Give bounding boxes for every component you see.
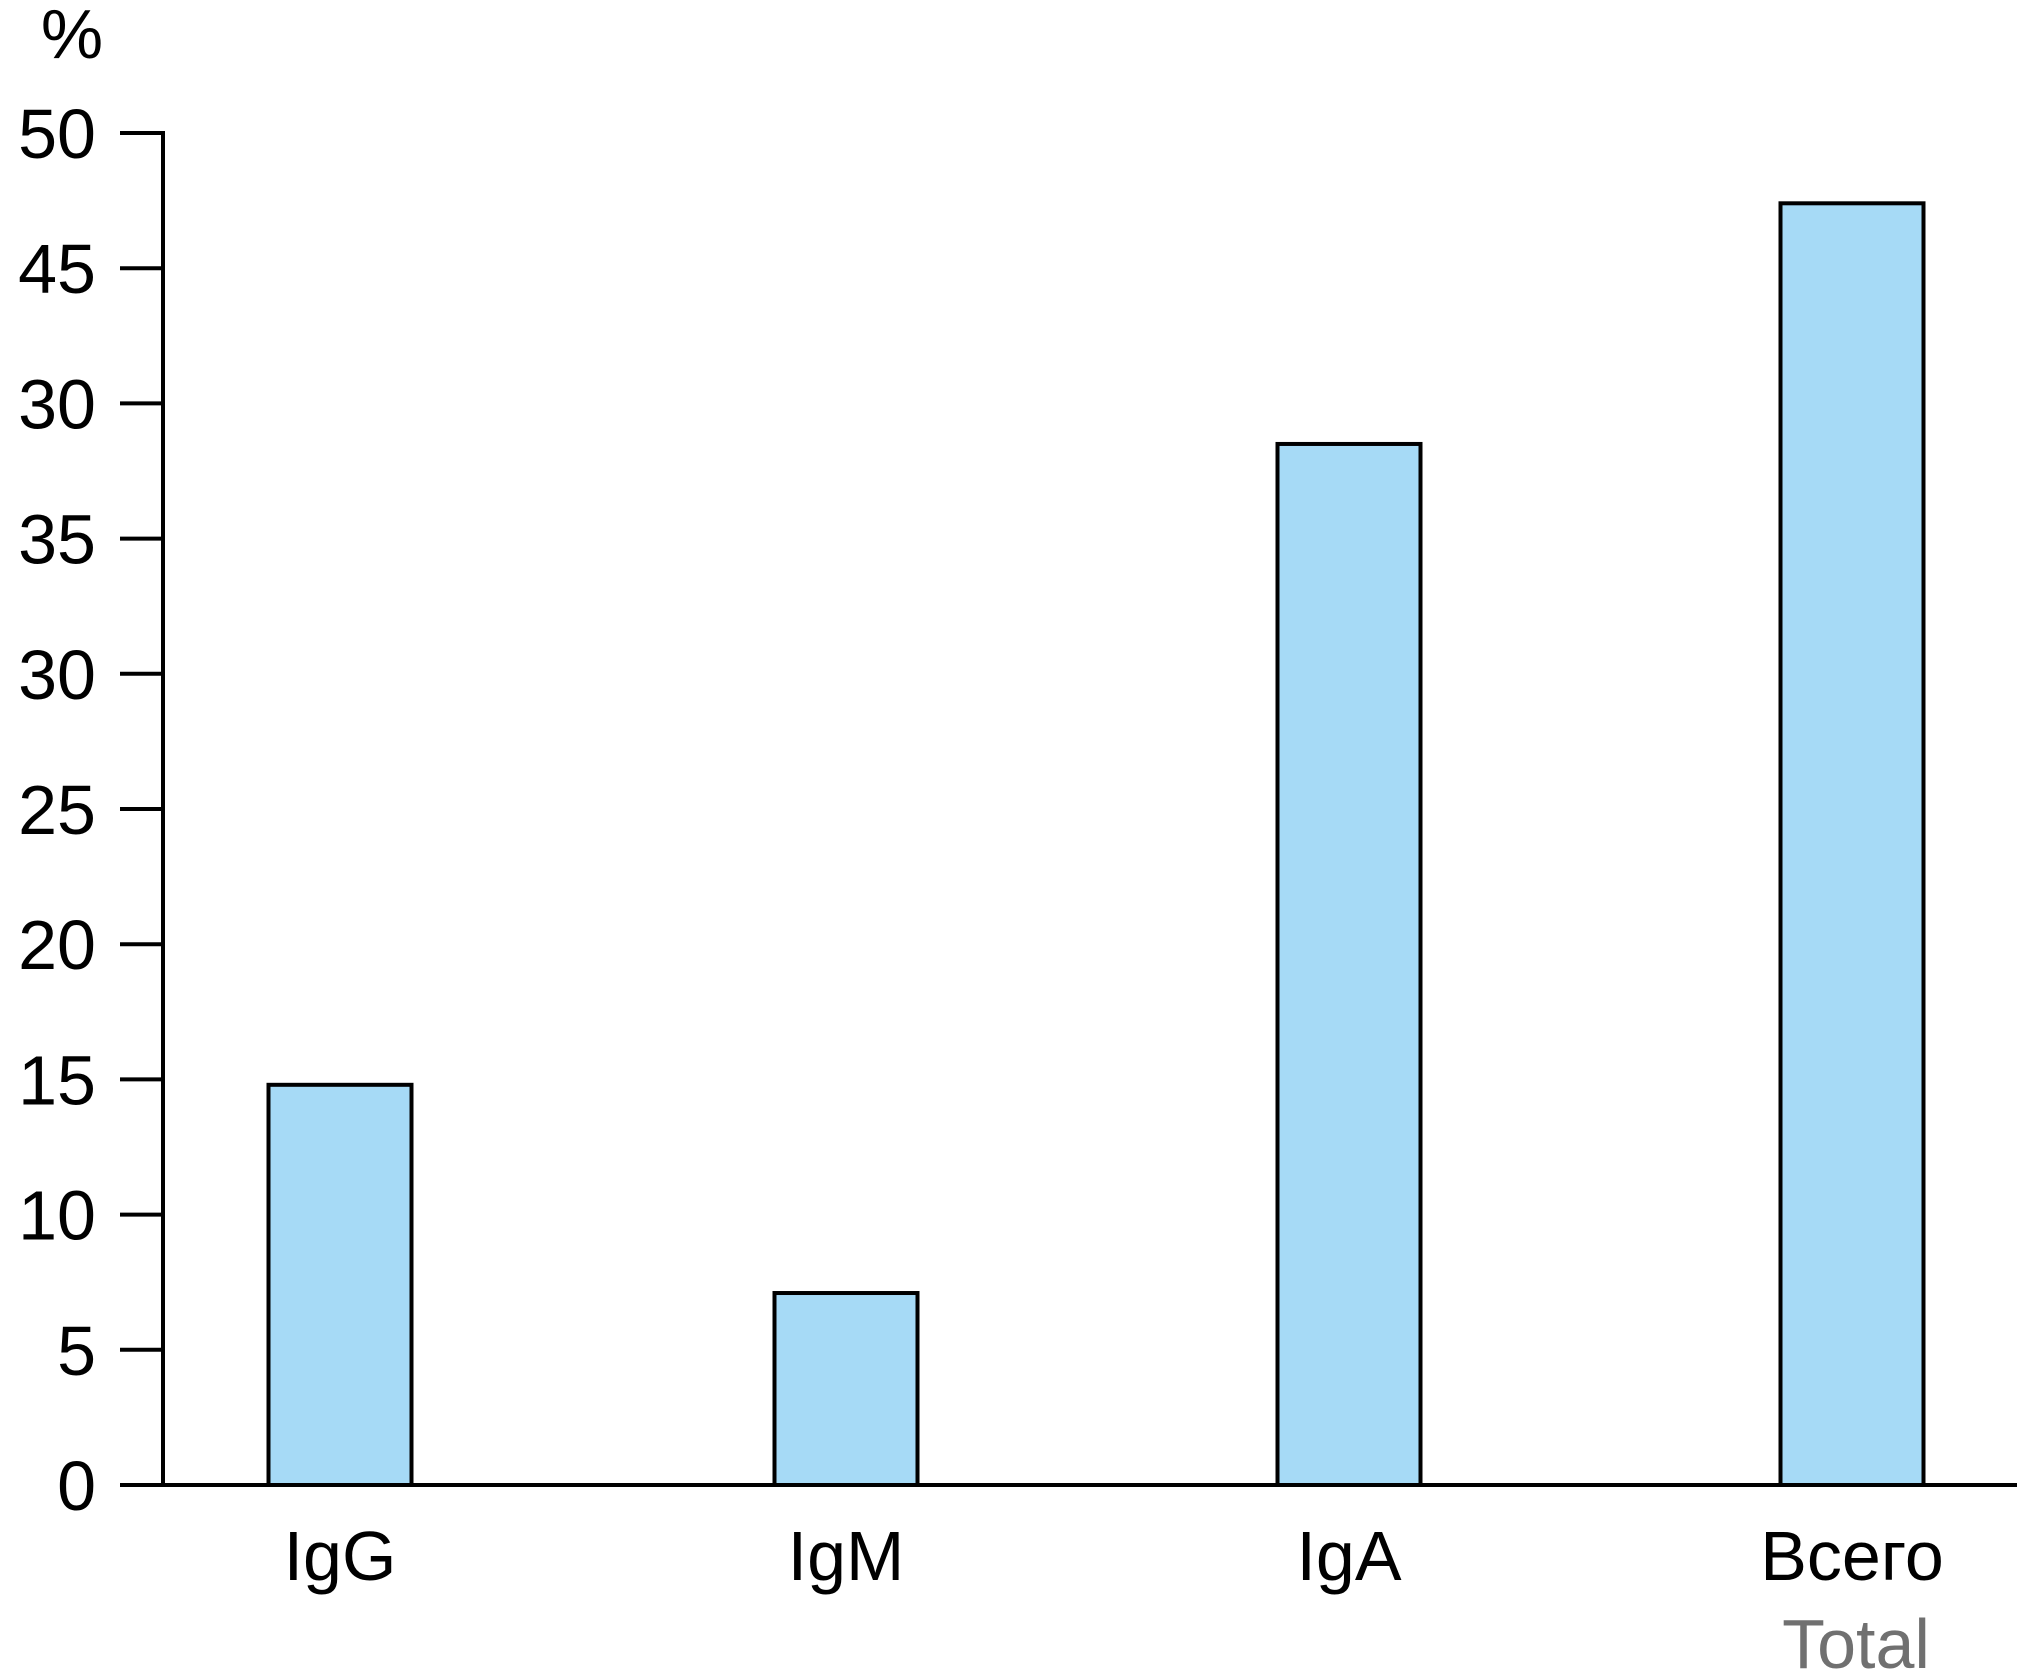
bar-всего bbox=[1778, 201, 1926, 1488]
x-tick-label: IgM bbox=[788, 1517, 905, 1595]
y-tick-label: 30 bbox=[18, 636, 96, 714]
y-tick-label: 45 bbox=[18, 230, 96, 308]
y-axis-label: % bbox=[41, 0, 103, 73]
x-tick-label: IgG bbox=[284, 1517, 397, 1595]
bar-igg bbox=[266, 1082, 414, 1487]
y-tick-label: 50 bbox=[18, 95, 96, 173]
y-tick-label: 0 bbox=[57, 1447, 96, 1525]
x-tick-label: Всего bbox=[1760, 1517, 1944, 1595]
y-tick-label: 15 bbox=[18, 1041, 96, 1119]
y-tick-label: 25 bbox=[18, 771, 96, 849]
y-tick-label: 10 bbox=[18, 1177, 96, 1255]
x-tick-sublabel: Total bbox=[1782, 1605, 1930, 1675]
y-tick-label: 30 bbox=[18, 365, 96, 443]
x-tick-label: IgA bbox=[1296, 1517, 1401, 1595]
y-tick-label: 5 bbox=[57, 1312, 96, 1390]
y-tick-label: 20 bbox=[18, 906, 96, 984]
bar-iga bbox=[1275, 441, 1423, 1488]
bar-igm bbox=[772, 1291, 920, 1487]
y-tick-label: 35 bbox=[18, 501, 96, 579]
